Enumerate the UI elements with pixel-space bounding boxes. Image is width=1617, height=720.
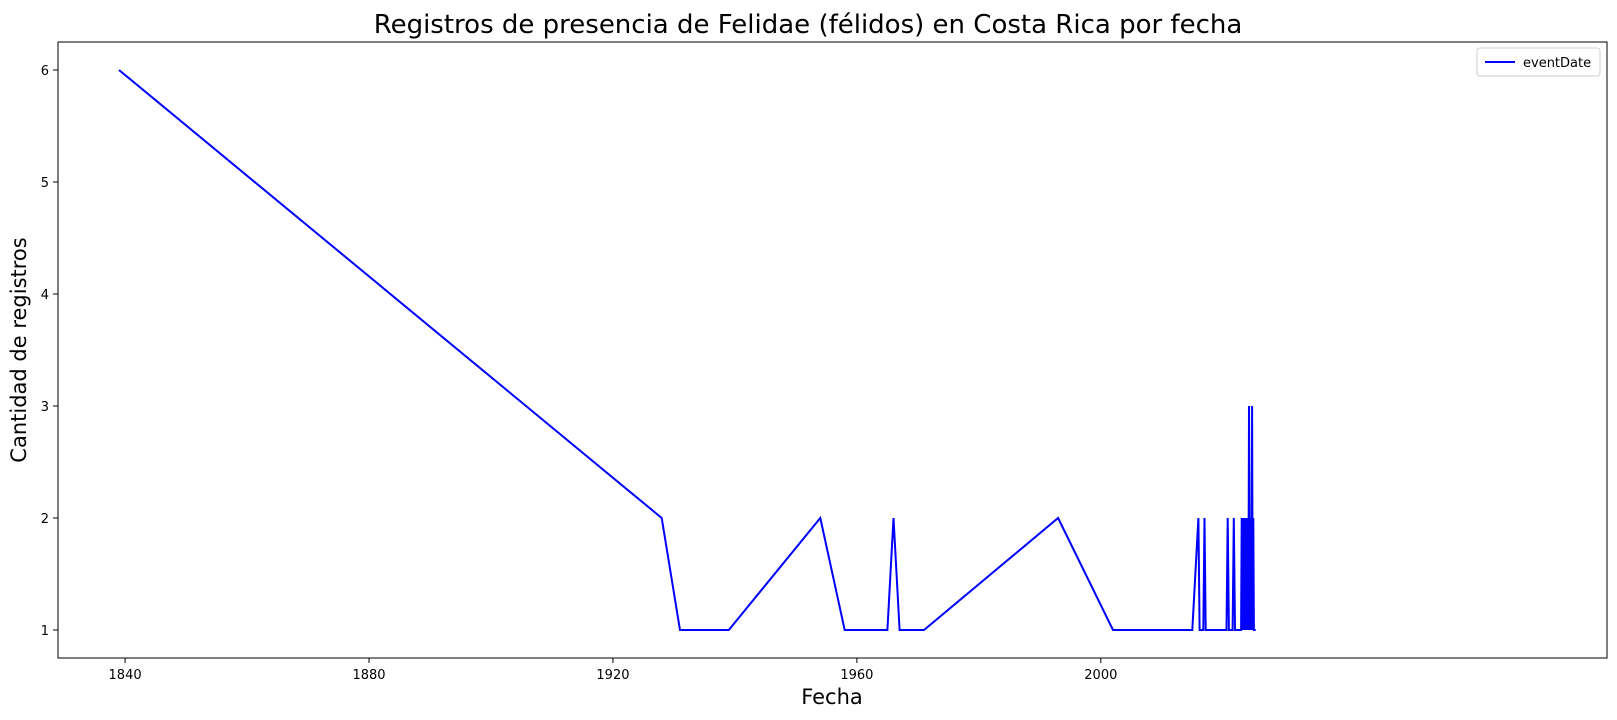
x-axis-label: Fecha	[801, 685, 863, 709]
y-tick-label: 1	[41, 624, 49, 639]
chart-title: Registros de presencia de Felidae (félid…	[374, 10, 1243, 40]
y-tick-label: 2	[41, 512, 49, 527]
plot-frame	[57, 41, 1608, 659]
legend-box	[1476, 47, 1601, 77]
y-tick-label: 5	[41, 176, 49, 191]
y-tick-label: 3	[41, 400, 49, 415]
x-tick-label: 1920	[596, 668, 629, 683]
y-axis-label: Cantidad de registros	[7, 237, 31, 462]
legend: eventDate	[1476, 47, 1601, 77]
legend-label-eventDate: eventDate	[1523, 56, 1591, 71]
x-axis: 1840 1880 1920 1960 2000	[109, 658, 1117, 683]
x-tick-label: 2000	[1084, 668, 1117, 683]
x-tick-label: 1880	[352, 668, 385, 683]
series-line-eventDate	[118, 69, 1256, 631]
x-tick-label: 1840	[109, 668, 142, 683]
y-axis: 1 2 3 4 5 6	[41, 64, 58, 639]
y-tick-label: 4	[41, 288, 49, 303]
y-tick-label: 6	[41, 64, 49, 79]
plot-area	[57, 41, 1608, 659]
x-tick-label: 1960	[840, 668, 873, 683]
